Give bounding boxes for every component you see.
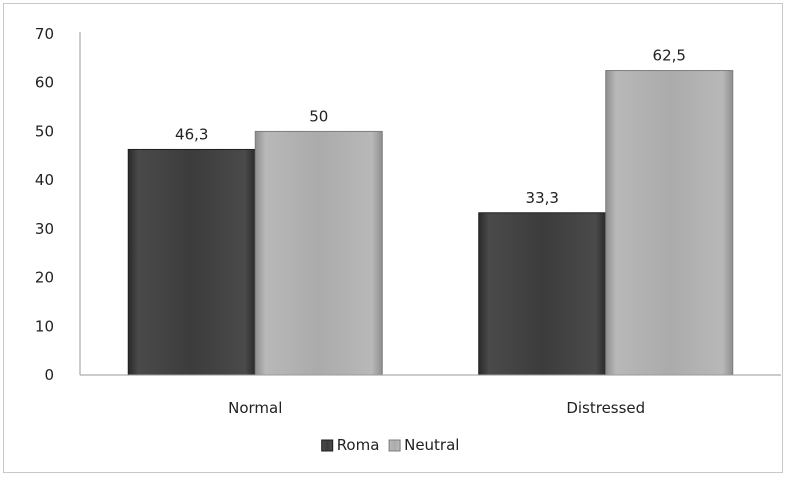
legend-swatch-neutral <box>388 439 401 452</box>
legend: Roma Neutral <box>321 436 459 454</box>
bar-neutral-distressed <box>605 70 734 376</box>
legend-swatch-roma <box>321 439 334 452</box>
y-tick-label: 0 <box>44 366 54 384</box>
bars <box>127 70 734 376</box>
bar-chart: 0 10 20 30 40 50 60 70 Normal Distressed 46,3 50 3… <box>35 25 781 454</box>
chart-frame: 0 10 20 30 40 50 60 70 Normal Distressed 46,3 50 3… <box>3 3 783 473</box>
x-axis: Normal Distressed <box>80 374 781 417</box>
bar-roma-normal <box>127 148 256 376</box>
y-tick-label: 20 <box>35 269 54 287</box>
legend-label-roma: Roma <box>337 436 380 454</box>
data-label: 46,3 <box>175 125 208 143</box>
y-tick-label: 30 <box>35 220 54 238</box>
legend-label-neutral: Neutral <box>404 436 459 454</box>
bar-roma-distressed <box>478 212 607 376</box>
bar-neutral-normal <box>254 130 383 376</box>
y-axis: 0 10 20 30 40 50 60 70 <box>35 25 81 384</box>
data-label: 62,5 <box>653 47 686 65</box>
data-label: 50 <box>309 107 328 125</box>
data-label: 33,3 <box>526 189 559 207</box>
x-tick-label: Distressed <box>566 399 645 417</box>
y-tick-label: 10 <box>35 317 54 335</box>
data-labels: 46,3 50 33,3 62,5 <box>175 47 686 207</box>
y-tick-label: 60 <box>35 74 54 92</box>
y-tick-label: 70 <box>35 25 54 43</box>
y-tick-label: 50 <box>35 122 54 140</box>
x-tick-label: Normal <box>228 399 282 417</box>
y-tick-label: 40 <box>35 171 54 189</box>
